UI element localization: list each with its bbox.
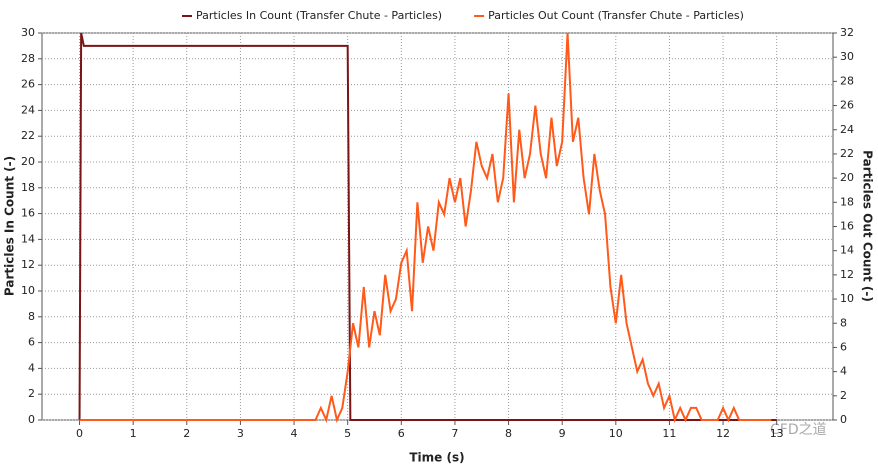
y2-tick-label: 30 (840, 50, 854, 63)
y-axis-label: Particles In Count (-) (3, 156, 17, 296)
y2-tick-label: 18 (840, 195, 854, 208)
legend-label: Particles Out Count (Transfer Chute - Pa… (488, 9, 744, 22)
y2-tick-label: 32 (840, 26, 854, 39)
y2-tick-label: 28 (840, 74, 854, 87)
x-tick-label: 10 (609, 427, 623, 440)
x-axis-label: Time (s) (409, 451, 464, 465)
y-tick-label: 20 (21, 155, 35, 168)
y2-tick-label: 22 (840, 147, 854, 160)
y2-tick-label: 8 (840, 316, 847, 329)
y2-axis-label: Particles Out Count (-) (861, 150, 875, 302)
y-tick-label: 28 (21, 52, 35, 65)
x-tick-label: 4 (291, 427, 298, 440)
x-tick-label: 12 (716, 427, 730, 440)
plot-frame (41, 32, 834, 421)
x-tick-label: 6 (398, 427, 405, 440)
data-line (79, 32, 772, 424)
y-tick-label: 2 (28, 387, 35, 400)
y-tick-label: 18 (21, 181, 35, 194)
y2-tick-label: 20 (840, 171, 854, 184)
legend-label: Particles In Count (Transfer Chute - Par… (196, 9, 442, 22)
y2-tick-label: 26 (840, 99, 854, 112)
x-tick-label: 11 (662, 427, 676, 440)
y-tick-label: 26 (21, 78, 35, 91)
y-tick-label: 0 (28, 413, 35, 426)
y2-tick-label: 0 (840, 413, 847, 426)
y-tick-label: 22 (21, 129, 35, 142)
y2-tick-label: 4 (840, 365, 847, 378)
data-line (78, 32, 777, 421)
watermark: CFD之道 (770, 422, 827, 438)
y2-tick-label: 6 (840, 340, 847, 353)
y2-tick-label: 10 (840, 292, 854, 305)
y2-tick-label: 12 (840, 268, 854, 281)
y-tick-label: 6 (28, 336, 35, 349)
x-tick-label: 8 (505, 427, 512, 440)
y-tick-label: 30 (21, 26, 35, 39)
x-tick-label: 0 (76, 427, 83, 440)
x-tick-label: 1 (130, 427, 137, 440)
x-tick-label: 9 (559, 427, 566, 440)
x-tick-label: 7 (451, 427, 458, 440)
y-tick-label: 10 (21, 284, 35, 297)
y2-tick-label: 16 (840, 220, 854, 233)
x-tick-label: 2 (183, 427, 190, 440)
y2-tick-label: 24 (840, 123, 854, 136)
y-tick-label: 8 (28, 310, 35, 323)
x-tick-label: 3 (237, 427, 244, 440)
y2-tick-label: 2 (840, 389, 847, 402)
y-tick-label: 14 (21, 232, 35, 245)
y-tick-label: 16 (21, 207, 35, 220)
y-tick-label: 24 (21, 103, 35, 116)
y2-tick-label: 14 (840, 244, 854, 257)
x-tick-label: 13 (770, 427, 784, 440)
x-tick-label: 5 (344, 427, 351, 440)
y-tick-label: 4 (28, 361, 35, 374)
y-tick-label: 12 (21, 258, 35, 271)
